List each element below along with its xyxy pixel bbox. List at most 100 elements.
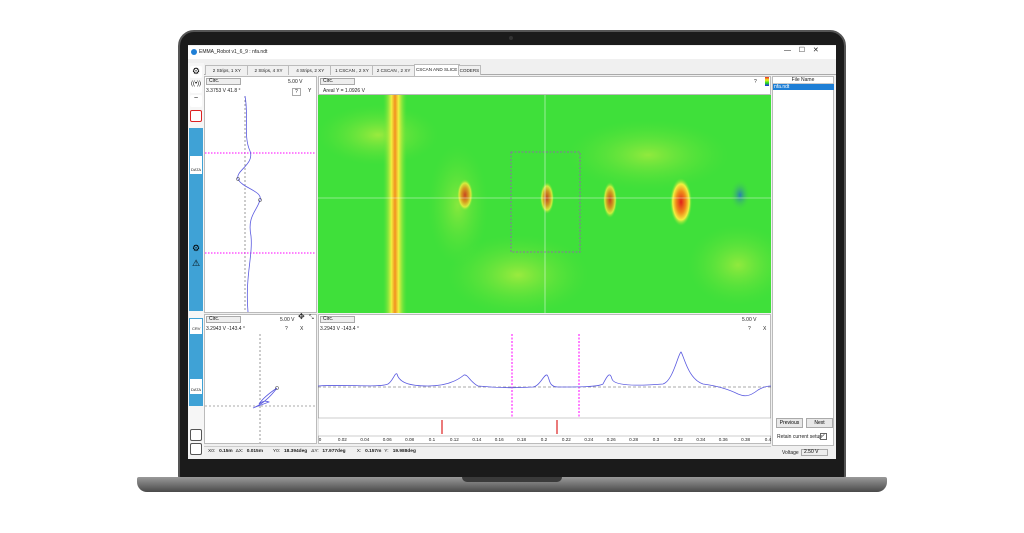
- axis-label: X: [300, 326, 304, 332]
- cscan-header: [318, 76, 771, 95]
- axis-label: X: [763, 326, 767, 332]
- notes-icon[interactable]: [190, 429, 202, 441]
- tab[interactable]: 2 Strips, 4 XY: [246, 65, 291, 75]
- voltage-label: Voltage: [782, 450, 799, 456]
- xy-panel: [204, 314, 317, 444]
- range-label: 5.00 V: [288, 79, 303, 85]
- book-icon[interactable]: [190, 443, 202, 455]
- app-icon: [191, 49, 197, 55]
- status-value: 19.988deg: [392, 449, 416, 454]
- x-tick-label: 0.06: [382, 437, 392, 442]
- voltage-dropdown[interactable]: 2.50 V: [801, 449, 828, 456]
- x-tick-label: 0.32: [673, 437, 683, 442]
- curve-label: CRV: [192, 326, 201, 331]
- signal-icon[interactable]: ((•)): [190, 81, 202, 93]
- data-label: DATA: [191, 167, 202, 172]
- xy-plot: [205, 334, 316, 443]
- tab-bar: [204, 63, 836, 75]
- readout: 3.2943 V -143.4 °: [206, 326, 245, 332]
- status-value: 0.015m: [246, 449, 263, 454]
- mode-dropdown[interactable]: Circ.: [320, 78, 355, 85]
- help-button[interactable]: ?: [292, 88, 301, 96]
- next-button[interactable]: Next: [806, 418, 833, 428]
- title-bar: [188, 46, 836, 59]
- x-tick-label: 0.08: [405, 437, 415, 442]
- help-button[interactable]: ?: [754, 79, 757, 85]
- help-button[interactable]: ?: [285, 326, 288, 332]
- x-tick-label: 0.16: [494, 437, 504, 442]
- x-tick-label: 0.18: [517, 437, 527, 442]
- tab[interactable]: 1 CSCAN , 2 XY: [330, 65, 374, 75]
- tab[interactable]: 2 Strips, 1 XY: [205, 65, 249, 75]
- tab[interactable]: CSCAN AND SLICE: [413, 64, 460, 76]
- status-label: X:: [356, 449, 362, 454]
- x-tick-label: 0.1: [428, 437, 436, 442]
- retain-checkbox[interactable]: ✓: [820, 433, 827, 440]
- curve-button[interactable]: [190, 319, 202, 334]
- status-value: 0.157m: [365, 449, 382, 454]
- file-item[interactable]: nfa.ndt: [773, 84, 834, 90]
- status-value: 17.977deg: [322, 449, 346, 454]
- window-title: EMMA_Robot v1_6_9 : nfa.ndt: [199, 49, 268, 55]
- file-icon[interactable]: [190, 110, 202, 122]
- readout: 3.2943 V -143.4 °: [320, 326, 359, 332]
- laptop-notch: [462, 477, 562, 482]
- strip-panel: [204, 76, 317, 313]
- status-label: X0:: [208, 449, 216, 454]
- x-tick-label: 0.2: [540, 437, 548, 442]
- x-tick-label: 0.28: [629, 437, 639, 442]
- retain-label: Retain current setup: [777, 434, 823, 440]
- help-button[interactable]: ?: [748, 326, 751, 332]
- pan-icon[interactable]: ✥: [298, 312, 305, 321]
- x-tick-label: 0.02: [337, 437, 347, 442]
- mode-dropdown[interactable]: Circ.: [206, 78, 241, 85]
- camera: [509, 36, 513, 40]
- strip-plot: [205, 96, 316, 312]
- mode-dropdown[interactable]: Circ.: [206, 316, 241, 323]
- x-tick-label: 0.4: [764, 437, 772, 442]
- laptop-base: [137, 477, 887, 492]
- x-tick-label: 0.26: [606, 437, 616, 442]
- x-tick-label: 0.14: [472, 437, 482, 442]
- window-controls[interactable]: — ☐ ✕: [784, 47, 819, 54]
- status-value: 18.394deg: [284, 449, 308, 454]
- tab[interactable]: CODERS: [457, 65, 482, 75]
- chip-icon[interactable]: ⚙: [191, 243, 201, 253]
- x-tick-label: 0.04: [360, 437, 370, 442]
- file-panel: [772, 76, 834, 446]
- status-label: ΔX:: [235, 449, 244, 454]
- color-scale: [765, 77, 769, 86]
- status-label: ΔY:: [311, 449, 319, 454]
- tab[interactable]: 2 CSCAN , 2 XY: [371, 65, 416, 75]
- zoom-icon[interactable]: ⤡: [309, 315, 314, 321]
- previous-button[interactable]: Previous: [776, 418, 803, 428]
- x-tick-label: 0.34: [696, 437, 706, 442]
- x-tick-label: 0.22: [561, 437, 571, 442]
- settings-icon[interactable]: ⚙: [190, 66, 202, 78]
- wave-icon[interactable]: ~: [190, 95, 202, 107]
- data-button-bottom[interactable]: [190, 379, 202, 394]
- status-label: Y:: [384, 449, 389, 454]
- status-label: Y0:: [272, 449, 281, 454]
- status-value: 0.15m: [219, 449, 233, 454]
- slice-plot: [318, 334, 771, 437]
- x-tick-label: 0.38: [741, 437, 751, 442]
- data-label: DATA: [191, 387, 202, 392]
- file-list-header: File Name: [773, 77, 833, 84]
- range-label: 5.00 V: [742, 317, 757, 323]
- x-tick-label: 0.24: [584, 437, 594, 442]
- cscan-image: [318, 95, 771, 313]
- mode-dropdown[interactable]: Circ.: [320, 316, 355, 323]
- x-tick-label: 0.12: [449, 437, 459, 442]
- x-tick-label: 0: [318, 437, 322, 442]
- x-tick-label: 0.36: [718, 437, 728, 442]
- readout: Areal Y = 1.0926 V: [323, 88, 365, 94]
- warning-icon[interactable]: ⚠: [191, 258, 201, 268]
- status-bar: X0: 0.15m ΔX: 0.015m Y0: 18.394deg ΔY: 17.977de…: [204, 446, 771, 456]
- tab[interactable]: 4 Strips, 2 XY: [288, 65, 333, 75]
- axis-label: Y: [308, 88, 312, 94]
- data-button-top[interactable]: [190, 156, 202, 174]
- readout: 3.3753 V 41.8 °: [206, 88, 241, 94]
- range-label: 5.00 V: [280, 317, 295, 323]
